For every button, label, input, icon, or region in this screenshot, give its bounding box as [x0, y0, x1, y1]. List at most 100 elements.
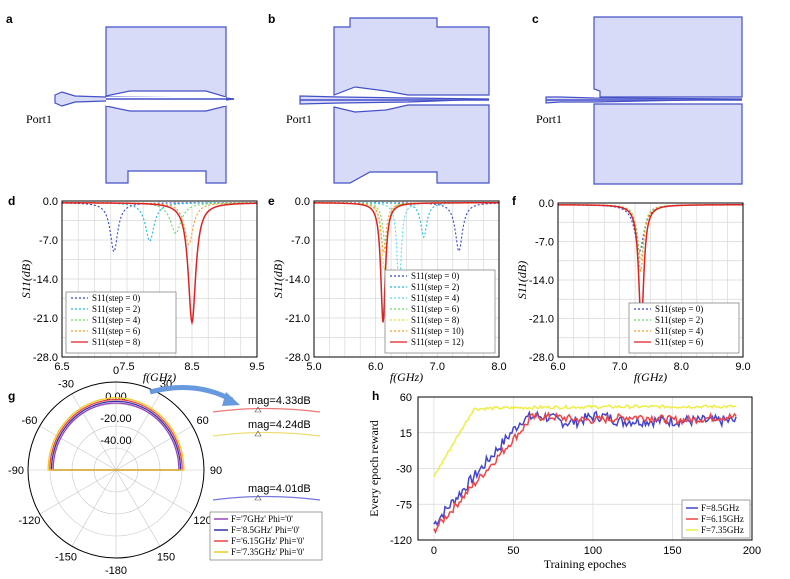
- y-tick-label: -28.0: [529, 352, 554, 364]
- y-tick-label: -120: [390, 535, 412, 547]
- x-axis-label: f(GHz): [143, 370, 176, 384]
- legend-entry: S11(step = 8): [411, 315, 459, 325]
- y-axis-label: S11(dB): [19, 260, 33, 298]
- y-axis-label: Every epoch reward: [367, 420, 381, 517]
- y-axis-label: S11(dB): [515, 261, 529, 299]
- antenna-patch-c: [593, 16, 743, 98]
- plot-frame: [557, 202, 744, 358]
- legend-box: [65, 291, 177, 354]
- polar-angle-label: 60: [196, 415, 208, 427]
- polar-angle-label: -180: [105, 565, 127, 577]
- port-label-b: Port1: [286, 112, 312, 126]
- y-tick-label: -7.0: [291, 235, 310, 247]
- polar-spoke: [115, 425, 193, 471]
- legend-entry: F='7GHz' Phi='0': [231, 514, 293, 524]
- polar-angle-label: -60: [21, 415, 37, 427]
- x-axis-label: Training epoches: [544, 557, 627, 571]
- polar-radial-label: -40.00: [100, 435, 131, 447]
- legend-entry: F='7.35GHz' Phi='0': [231, 547, 305, 557]
- x-tick-label: 8.0: [491, 361, 506, 373]
- plot-frame: [313, 200, 500, 358]
- x-tick-label: 6.0: [368, 361, 383, 373]
- polar-series-3: [47, 397, 185, 471]
- legend-entry: S11(step = 4): [655, 326, 703, 336]
- polar-angle-label: -30: [58, 378, 74, 390]
- reward-series-2: [433, 404, 737, 478]
- y-tick-label: -7.0: [535, 237, 554, 249]
- zoom-curve: [212, 431, 321, 437]
- antenna-layout-a: Port1: [26, 26, 235, 184]
- marker-icon: [254, 406, 262, 413]
- legend-entry: F='6.15GHz' Phi='0': [231, 536, 305, 546]
- legend-entry: S11(step = 6): [655, 337, 703, 347]
- x-tick-label: 7.0: [612, 361, 627, 373]
- x-tick-label: 7.5: [119, 361, 134, 373]
- legend-entry: S11(step = 2): [655, 315, 703, 325]
- x-tick-label: 100: [584, 545, 602, 557]
- legend-entry: F=7.35GHz: [701, 525, 744, 535]
- legend-box: [628, 302, 740, 354]
- antenna-patch-b: [333, 17, 490, 96]
- x-tick-label: 200: [743, 545, 761, 557]
- antenna-patch-a: [105, 26, 227, 98]
- plot-frame: [61, 200, 258, 358]
- legend-entry: S11(step = 6): [411, 304, 459, 314]
- y-tick-label: -75: [396, 499, 412, 511]
- antenna-layout-b: Port1: [286, 17, 490, 184]
- y-tick-label: 0.0: [43, 196, 58, 208]
- panel-label-a: a: [6, 12, 13, 26]
- y-tick-label: 60: [400, 392, 412, 404]
- y-tick-label: 0.0: [295, 196, 310, 208]
- chart-d-s11: 6.5 7.5 8.5 9.5 0.0 -7.0 -14.0 -21.0 -28.0 f(GHz)…: [19, 196, 265, 384]
- y-tick-label: -21.0: [529, 314, 554, 326]
- plot-frame: [417, 396, 753, 541]
- zoom-curve: [212, 495, 321, 501]
- legend-entry: S11(step = 10): [411, 326, 464, 336]
- panel-label-e: e: [268, 194, 275, 208]
- legend-entry: S11(step = 6): [92, 326, 140, 336]
- panel-label-d: d: [8, 194, 15, 208]
- legend-box: [209, 511, 323, 561]
- panel-label-f: f: [512, 194, 517, 208]
- legend-entry: F=6.15GHz: [701, 514, 744, 524]
- polar-angle-label: 90: [210, 465, 222, 477]
- y-tick-label: -21.0: [33, 313, 58, 325]
- reward-series-0: [433, 410, 737, 527]
- polar-spoke: [71, 469, 117, 547]
- zoom-curve: [212, 407, 321, 413]
- port-label-c: Port1: [536, 112, 562, 126]
- antenna-patch-b-lower: [333, 104, 490, 184]
- series-line-d-4: [62, 202, 258, 326]
- polar-angle-label: 120: [193, 515, 211, 527]
- x-tick-label: 150: [663, 545, 681, 557]
- polar-series-0: [52, 402, 180, 471]
- chart-g-polar: 0306090120150-180-150-120-90-60-300.00-2…: [8, 365, 323, 577]
- legend-entry: S11(step = 12): [411, 337, 464, 347]
- polar-angle-label: -120: [18, 515, 40, 527]
- panel-label-g: g: [8, 389, 15, 403]
- legend-entry: S11(step = 2): [92, 304, 140, 314]
- legend-box: [384, 269, 496, 354]
- y-tick-label: 0.0: [539, 198, 554, 210]
- legend-entry: S11(step = 4): [92, 315, 140, 325]
- polar-spoke: [39, 469, 117, 515]
- x-tick-label: 5.0: [306, 361, 321, 373]
- magnitude-label: mag=4.33dB: [248, 395, 311, 407]
- y-tick-label: -21.0: [285, 313, 310, 325]
- antenna-layout-c: Port1: [536, 16, 743, 185]
- polar-angle-label: 150: [157, 552, 175, 564]
- x-tick-label: 8.0: [674, 361, 689, 373]
- polar-outer-ring: [27, 381, 205, 559]
- x-tick-label: 7.0: [430, 361, 445, 373]
- legend-entry: S11(step = 8): [92, 337, 140, 347]
- polar-spoke: [39, 425, 117, 471]
- polar-series-1: [50, 400, 182, 471]
- port-label-a: Port1: [26, 112, 52, 126]
- magnitude-label: mag=4.24dB: [248, 419, 311, 431]
- chart-f-s11: 6.0 7.0 8.0 9.0 0.0 -7.0 -14.0 -21.0 -28.0 f(GHz)…: [515, 198, 751, 384]
- marker-icon: [254, 494, 262, 501]
- panel-label-h: h: [372, 389, 379, 403]
- series-line-d-0: [61, 202, 257, 253]
- polar-spoke: [115, 393, 161, 471]
